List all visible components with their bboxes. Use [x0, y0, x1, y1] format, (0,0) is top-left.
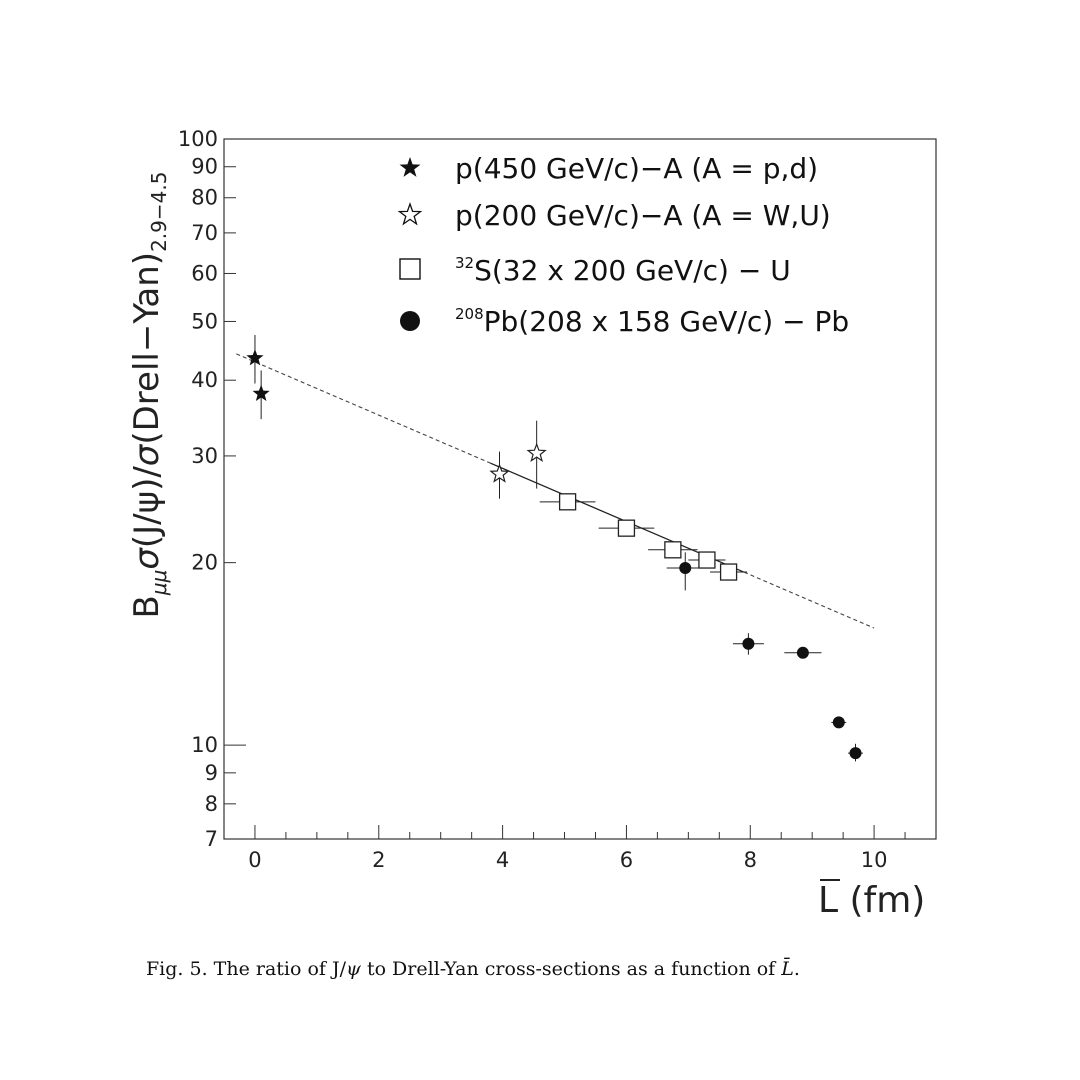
- y-tick-label: 40: [191, 368, 218, 392]
- y-tick-label: 50: [191, 309, 218, 333]
- legend-marker-filled-star: [399, 157, 421, 177]
- caption-psi: ψ: [346, 958, 362, 980]
- y-tick-label: 10: [191, 733, 218, 757]
- caption-end: .: [794, 958, 800, 980]
- legend-label-sulfur-sup: 32: [455, 254, 474, 272]
- fit-line-dashed-right: [743, 571, 875, 629]
- y-tick-label: 7: [205, 827, 218, 851]
- y-axis-title-num: (J/ψ)/: [127, 466, 167, 548]
- x-tick-label: 10: [861, 848, 888, 872]
- data-point-open-square: [664, 541, 682, 559]
- data-point-filled-circle: [849, 747, 862, 760]
- y-tick-label: 30: [191, 444, 218, 468]
- data-point-open-square: [617, 519, 636, 537]
- x-tick-label: 0: [248, 848, 261, 872]
- y-tick-label: 70: [191, 221, 218, 245]
- y-tick-label: 100: [178, 127, 218, 151]
- legend-marker-open-star: [397, 202, 423, 226]
- legend-label-lead-text: Pb(208 x 158 GeV/c) − Pb: [484, 305, 850, 338]
- x-axis-title-symbol: L: [818, 880, 838, 921]
- legend-label-lead-sup: 208: [455, 305, 484, 323]
- y-tick-label: 20: [191, 551, 218, 575]
- legend-label-p200: p(200 GeV/c)−A (A = W,U): [455, 199, 831, 232]
- legend-label-sulfur-text: S(32 x 200 GeV/c) − U: [474, 254, 791, 287]
- legend-label-p450: p(450 GeV/c)−A (A = p,d): [455, 152, 818, 185]
- data-point-filled-star: [252, 384, 270, 401]
- legend-label-sulfur: 32S(32 x 200 GeV/c) − U: [455, 254, 791, 287]
- caption-mid: to Drell-Yan cross-sections as a functio…: [361, 958, 781, 980]
- x-tick-label: 2: [372, 848, 385, 872]
- caption-lbar: L̄: [780, 957, 794, 980]
- figure-caption: Fig. 5. The ratio of J/ψ to Drell-Yan cr…: [146, 957, 800, 980]
- y-tick-label: 80: [191, 186, 218, 210]
- data-points: [246, 334, 863, 762]
- data-point-open-square: [698, 551, 716, 569]
- data-point-filled-circle: [742, 637, 755, 650]
- x-tick-label: 4: [496, 848, 509, 872]
- data-point-filled-star: [246, 349, 264, 366]
- data-point-filled-circle: [832, 716, 845, 729]
- y-axis-title-sigma-1: σ: [127, 547, 167, 570]
- y-axis-title-den: (Drell−Yan): [127, 252, 167, 445]
- legend-marker-open-square: [399, 258, 421, 280]
- y-tick-label: 9: [205, 761, 218, 785]
- data-point-filled-circle: [679, 561, 692, 574]
- x-tick-label: 8: [744, 848, 757, 872]
- data-point-open-square: [719, 563, 738, 581]
- data-point-open-square: [558, 493, 577, 511]
- y-tick-label: 8: [205, 792, 218, 816]
- data-point-open-star: [526, 442, 547, 462]
- y-axis-title-den-sub: 2.9−4.5: [147, 172, 171, 252]
- data-point-open-star: [489, 463, 510, 483]
- y-axis-title-sigma-2: σ: [127, 443, 167, 466]
- y-tick-label: 60: [191, 261, 218, 285]
- legend-label-lead: 208Pb(208 x 158 GeV/c) − Pb: [455, 305, 849, 338]
- legend-marker-filled-circle: [400, 311, 420, 331]
- data-point-filled-circle: [796, 646, 809, 659]
- y-axis-title-b-sub: μμ: [147, 570, 171, 596]
- legend: p(450 GeV/c)−A (A = p,d) p(200 GeV/c)−A …: [397, 152, 849, 338]
- x-tick-label: 6: [620, 848, 633, 872]
- y-tick-label: 90: [191, 155, 218, 179]
- plot-frame: [223, 138, 937, 840]
- y-axis-title: Bμμσ(J/ψ)/σ(Drell−Yan)2.9−4.5: [127, 172, 171, 619]
- axis-ticks: 0 2 4 6 8 10 7 8 9 10 20 30 40 50 60 70 80 90 100: [178, 127, 937, 872]
- x-axis-title-unit: (fm): [838, 880, 925, 921]
- y-axis-title-b: B: [127, 595, 167, 618]
- caption-prefix: Fig. 5. The ratio of J/: [146, 958, 347, 980]
- x-axis-title: L (fm): [818, 880, 925, 921]
